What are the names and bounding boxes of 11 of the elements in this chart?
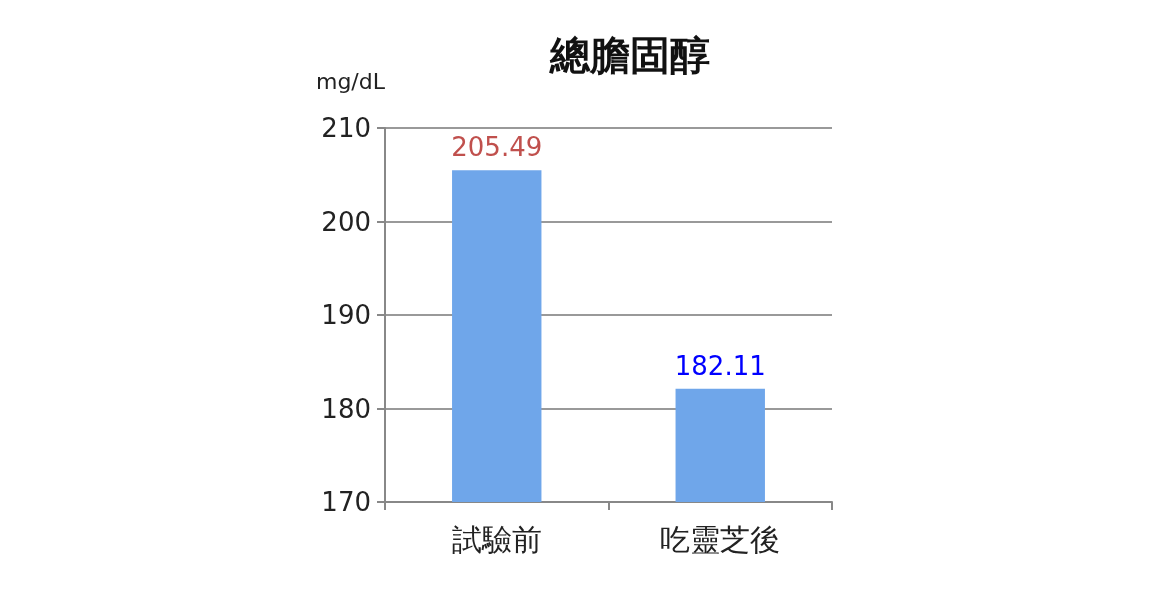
y-tick-label: 180: [321, 393, 371, 424]
y-tick-label: 170: [321, 487, 371, 517]
x-tick-label: 試驗前: [451, 521, 542, 557]
y-tick-label: 210: [321, 113, 371, 143]
data-label: 205.49: [451, 132, 543, 163]
y-tick-label: 190: [321, 300, 371, 330]
x-tick-label: 吃靈芝後: [660, 521, 781, 557]
y-tick-label: 200: [321, 206, 371, 237]
data-label: 182.11: [674, 350, 766, 381]
y-axis-title: mg/dL: [315, 68, 386, 94]
chart-title: 總膽固醇: [549, 32, 710, 78]
